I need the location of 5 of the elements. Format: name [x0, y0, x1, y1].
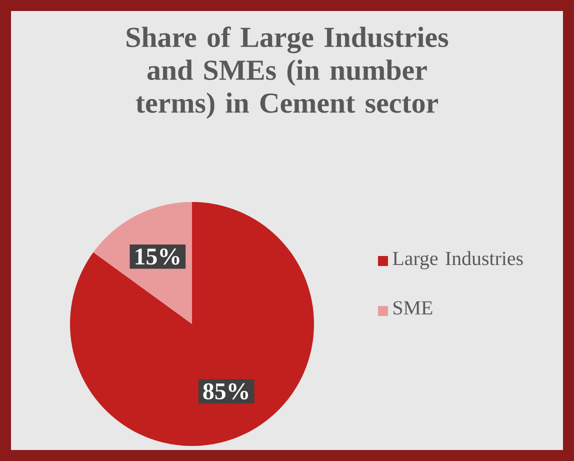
legend-label: Large Industries: [392, 251, 523, 270]
data-label: 15%: [136, 248, 180, 265]
legend-label: SME: [394, 301, 432, 315]
data-label: 85%: [203, 383, 248, 400]
chart-title: Share of Large Industries and SMEs (in number terms) in Cement sector: [126, 26, 448, 119]
